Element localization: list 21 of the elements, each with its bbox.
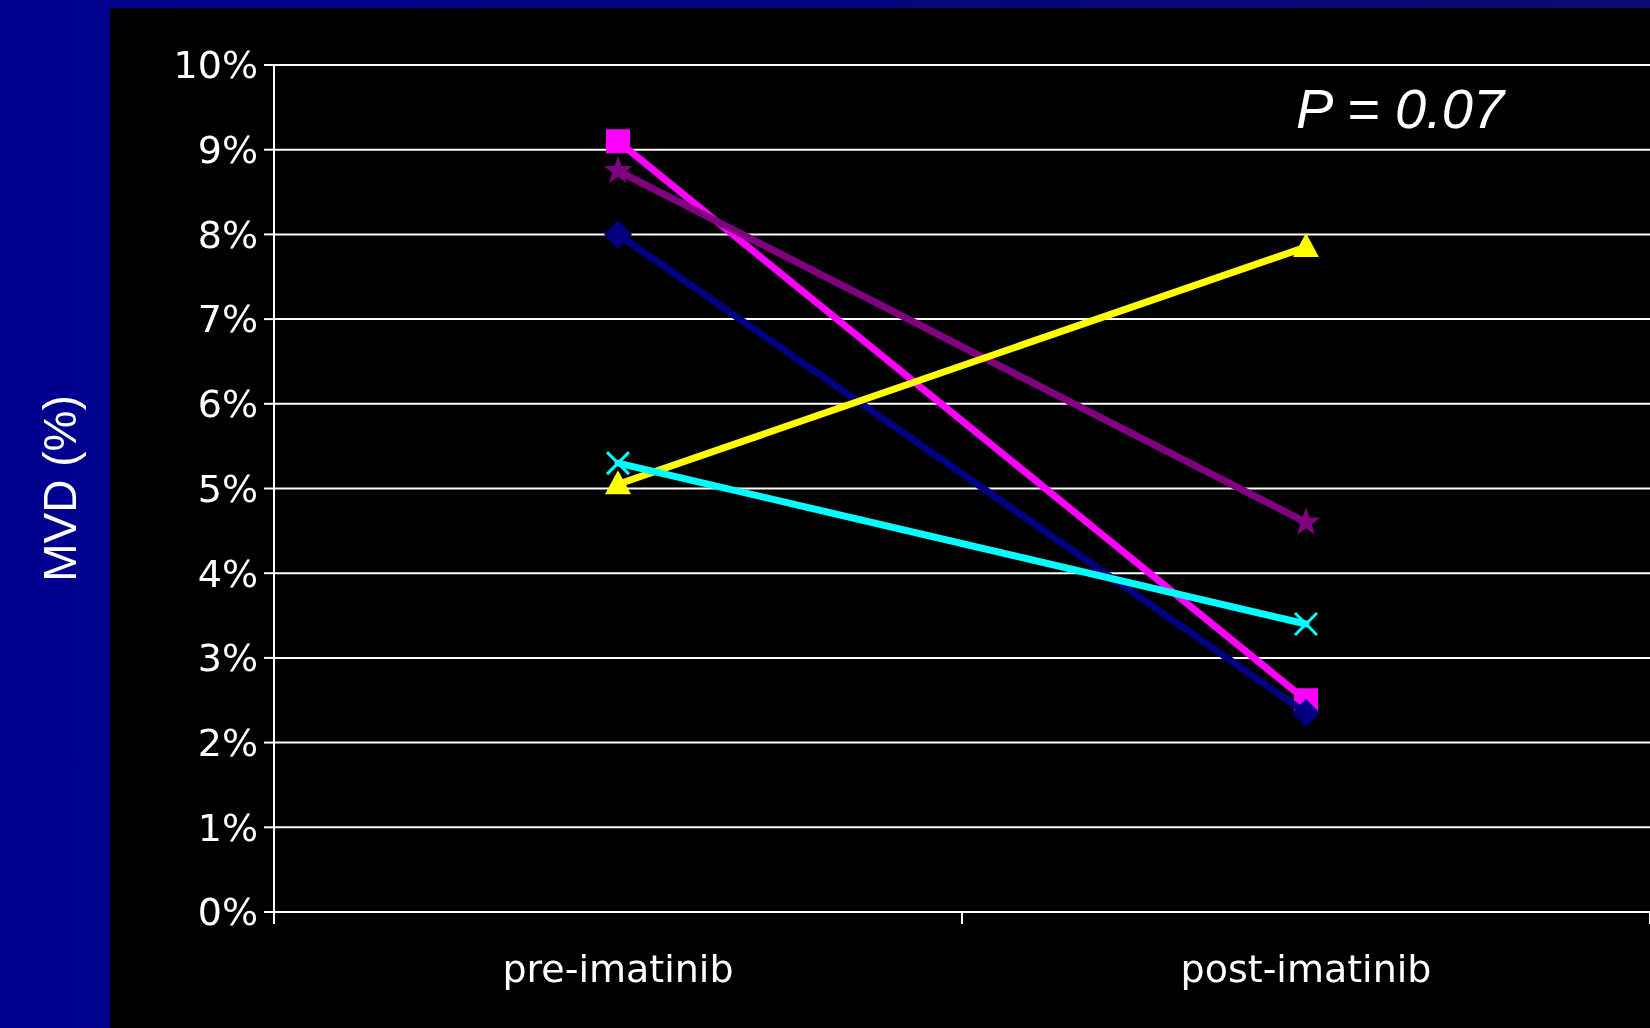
y-tick-label: 3% [197,636,258,681]
point [606,129,630,154]
point [605,450,631,476]
point [1292,698,1320,727]
point [1293,611,1319,637]
y-tick-label: 9% [197,128,258,172]
point [604,220,632,249]
x-tick-label: post-imatinib [1180,947,1432,991]
y-tick-label: 2% [197,720,258,765]
x-tick-label: pre-imatinib [502,947,734,991]
y-tick-label: 10% [173,43,258,88]
y-axis-title: MVD (%) [34,395,87,582]
y-tick-label: 5% [197,466,258,511]
y-tick-label: 4% [197,551,258,596]
y-tick-label: 8% [197,212,258,257]
annotation: P = 0.07 [1295,77,1506,140]
y-tick-label: 7% [197,297,258,342]
y-tick-label: 6% [197,382,258,427]
y-tick-label: 0% [197,890,258,935]
point [603,155,633,184]
y-tick-label: 1% [197,805,258,850]
